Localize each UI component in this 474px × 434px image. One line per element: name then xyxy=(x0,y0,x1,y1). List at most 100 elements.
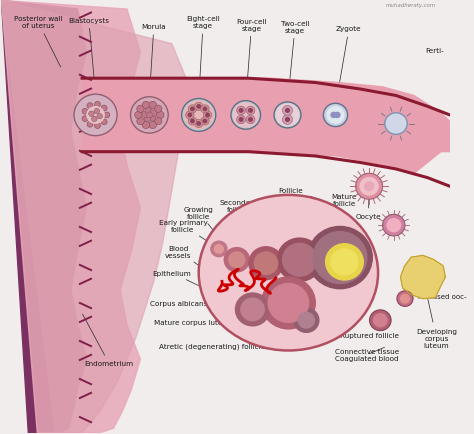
Text: Eight-cell
stage: Eight-cell stage xyxy=(186,16,220,97)
Circle shape xyxy=(206,114,209,117)
Circle shape xyxy=(74,95,117,136)
Circle shape xyxy=(211,242,227,257)
Text: Four-cell
stage: Four-cell stage xyxy=(237,19,267,100)
Circle shape xyxy=(308,227,372,289)
Text: Two-cell
stage: Two-cell stage xyxy=(281,21,310,101)
Circle shape xyxy=(286,118,289,122)
Circle shape xyxy=(87,107,104,124)
Circle shape xyxy=(203,108,207,111)
Circle shape xyxy=(283,115,292,125)
Circle shape xyxy=(142,122,150,129)
Circle shape xyxy=(87,122,93,128)
Circle shape xyxy=(298,313,314,328)
Circle shape xyxy=(283,106,292,116)
Circle shape xyxy=(241,299,264,321)
Circle shape xyxy=(142,102,150,109)
Circle shape xyxy=(331,113,337,118)
Circle shape xyxy=(94,102,100,108)
Circle shape xyxy=(89,112,94,117)
Circle shape xyxy=(146,113,152,118)
Circle shape xyxy=(224,248,249,272)
Circle shape xyxy=(249,118,252,122)
Circle shape xyxy=(197,105,201,109)
Circle shape xyxy=(249,247,283,280)
Circle shape xyxy=(135,112,142,119)
Text: Ruptured follicle: Ruptured follicle xyxy=(339,323,399,339)
Circle shape xyxy=(236,293,270,326)
Text: Zygote: Zygote xyxy=(336,26,362,104)
Circle shape xyxy=(277,239,322,282)
Circle shape xyxy=(149,122,156,129)
Circle shape xyxy=(365,183,374,191)
Circle shape xyxy=(82,116,88,122)
Circle shape xyxy=(155,118,162,125)
Circle shape xyxy=(194,103,203,111)
Circle shape xyxy=(323,104,347,127)
Circle shape xyxy=(268,284,309,322)
Circle shape xyxy=(326,244,363,280)
Circle shape xyxy=(201,118,209,126)
Text: Developing
corpus
luteum: Developing corpus luteum xyxy=(416,280,457,348)
Circle shape xyxy=(146,108,152,115)
Circle shape xyxy=(184,102,213,130)
Circle shape xyxy=(150,111,156,117)
Circle shape xyxy=(94,109,100,115)
Circle shape xyxy=(237,107,246,115)
Polygon shape xyxy=(1,1,87,433)
Polygon shape xyxy=(1,1,190,433)
Circle shape xyxy=(188,105,197,114)
Circle shape xyxy=(231,102,261,130)
Circle shape xyxy=(91,117,97,122)
Circle shape xyxy=(262,277,315,329)
Circle shape xyxy=(142,112,149,118)
Circle shape xyxy=(229,252,245,268)
Circle shape xyxy=(87,103,93,109)
Text: Released ooc-: Released ooc- xyxy=(408,294,467,300)
Text: Follicle
approaching
maturity: Follicle approaching maturity xyxy=(268,187,313,257)
Circle shape xyxy=(182,99,216,132)
Text: Growing
follicle: Growing follicle xyxy=(184,206,235,258)
Text: Mature corpus luteum: Mature corpus luteum xyxy=(154,304,268,326)
Circle shape xyxy=(188,114,191,117)
Circle shape xyxy=(331,250,358,275)
Circle shape xyxy=(385,114,407,135)
Circle shape xyxy=(239,109,243,113)
Circle shape xyxy=(104,113,110,118)
Circle shape xyxy=(194,120,203,128)
Circle shape xyxy=(214,245,223,253)
Circle shape xyxy=(188,118,197,126)
Text: Early primary
follicle: Early primary follicle xyxy=(159,219,217,248)
Circle shape xyxy=(283,244,317,276)
Polygon shape xyxy=(1,1,140,433)
Circle shape xyxy=(203,120,207,123)
Text: Endometrium: Endometrium xyxy=(82,314,134,367)
Circle shape xyxy=(137,106,144,113)
Circle shape xyxy=(286,109,289,113)
Circle shape xyxy=(276,105,299,127)
Circle shape xyxy=(370,310,391,331)
Circle shape xyxy=(137,118,144,125)
Circle shape xyxy=(239,118,243,122)
Circle shape xyxy=(101,106,107,112)
Circle shape xyxy=(144,116,151,122)
Circle shape xyxy=(233,104,258,128)
Circle shape xyxy=(201,105,209,114)
Circle shape xyxy=(246,116,255,125)
Circle shape xyxy=(94,123,100,129)
Circle shape xyxy=(335,113,340,118)
Polygon shape xyxy=(401,256,446,299)
Circle shape xyxy=(186,112,194,120)
Text: Connective tissue
Coagulated blood: Connective tissue Coagulated blood xyxy=(335,348,399,362)
Circle shape xyxy=(191,120,194,123)
Circle shape xyxy=(237,116,246,125)
Circle shape xyxy=(274,103,301,128)
Circle shape xyxy=(397,291,413,307)
Text: Oocyte: Oocyte xyxy=(356,190,381,220)
Circle shape xyxy=(327,108,344,124)
Text: Posterior wall
of uterus: Posterior wall of uterus xyxy=(14,16,63,68)
Text: Blood
vessels: Blood vessels xyxy=(165,245,219,280)
Text: Morula: Morula xyxy=(142,24,166,95)
Text: Blastocysts: Blastocysts xyxy=(68,18,109,92)
Circle shape xyxy=(149,115,155,122)
Circle shape xyxy=(197,122,201,126)
